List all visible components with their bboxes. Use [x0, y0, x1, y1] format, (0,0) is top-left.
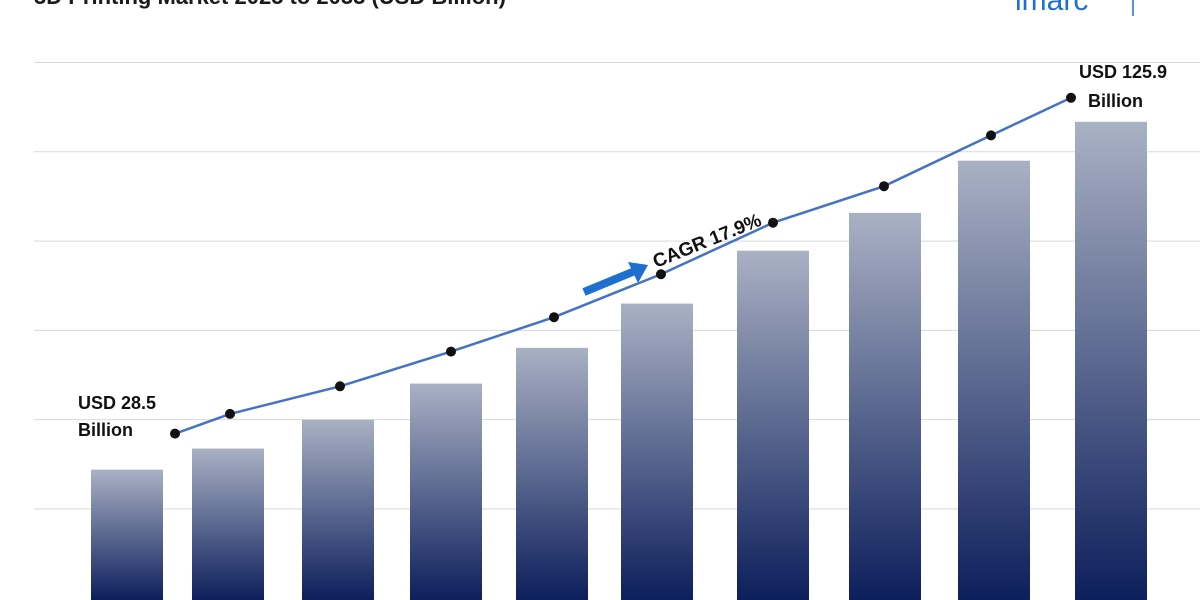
trend-point — [879, 181, 889, 192]
trend-point — [986, 130, 996, 141]
bar — [410, 383, 482, 600]
arrow-shaft — [582, 267, 637, 296]
arrow-head — [628, 262, 648, 283]
value-label-line: Billion — [1088, 91, 1143, 111]
value-label-line: USD 125.9 — [1079, 62, 1167, 82]
cagr-arrow — [582, 262, 648, 296]
value-label: USD 125.9 Billion — [1079, 62, 1167, 111]
value-label-line: Billion — [78, 420, 133, 440]
bar — [302, 419, 374, 600]
trend-line — [174, 96, 1072, 435]
trend-point — [656, 269, 666, 280]
trend-point — [768, 217, 778, 228]
bar — [737, 250, 809, 600]
bar — [192, 448, 264, 600]
chart-title: 3D Printing Market 2025 to 2033 (USD Bil… — [34, 0, 506, 9]
trend-point — [335, 381, 345, 392]
trend-point — [549, 312, 559, 323]
bar — [91, 469, 163, 600]
value-label-line: USD 28.5 — [78, 393, 156, 413]
brand-logo: imarc — [1015, 0, 1088, 17]
bar — [849, 212, 921, 600]
trend-point — [170, 428, 180, 439]
bar — [516, 347, 588, 600]
bar — [958, 160, 1030, 600]
trend-point — [225, 408, 235, 419]
bar — [621, 303, 693, 600]
trend-point — [446, 346, 456, 357]
value-label: USD 28.5 Billion — [78, 393, 156, 440]
bar — [1075, 121, 1147, 600]
trend-point — [1066, 92, 1076, 103]
